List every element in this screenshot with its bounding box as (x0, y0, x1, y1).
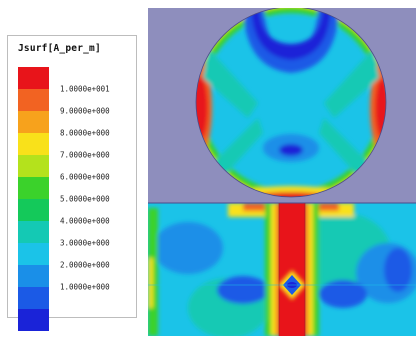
legend-swatch (18, 221, 49, 243)
legend-swatch (18, 265, 49, 287)
legend-tick-label: 4.0000e+000 (60, 216, 110, 226)
legend-swatch (18, 67, 49, 89)
legend-swatch (18, 89, 49, 111)
legend-tick-label: 5.0000e+000 (60, 194, 110, 204)
legend-tick-label: 8.0000e+000 (60, 128, 110, 138)
legend-tick-label: 6.0000e+000 (60, 172, 110, 182)
legend-swatch (18, 155, 49, 177)
color-legend: Jsurf[A_per_m] 1.0000e+001 9.0000e+000 8.0… (7, 35, 137, 331)
patch-outline (195, 8, 387, 198)
ground-plane (148, 203, 416, 336)
legend-tick-label: 9.0000e+000 (60, 106, 110, 116)
legend-tick-label: 1.0000e+001 (60, 84, 110, 94)
legend-swatch (18, 177, 49, 199)
legend-tick-label: 1.0000e+000 (60, 282, 110, 292)
legend-tick-label: 3.0000e+000 (60, 238, 110, 248)
legend-swatch (18, 287, 49, 309)
legend-swatch (18, 199, 49, 221)
legend-swatch (18, 111, 49, 133)
field-plot (148, 8, 416, 336)
legend-swatch (18, 243, 49, 265)
feed-strip (279, 203, 305, 336)
legend-title: Jsurf[A_per_m] (18, 43, 101, 54)
legend-color-bar (18, 67, 49, 331)
legend-swatch (18, 309, 49, 331)
legend-swatch (18, 133, 49, 155)
legend-tick-label: 7.0000e+000 (60, 150, 110, 160)
legend-tick-label: 2.0000e+000 (60, 260, 110, 270)
